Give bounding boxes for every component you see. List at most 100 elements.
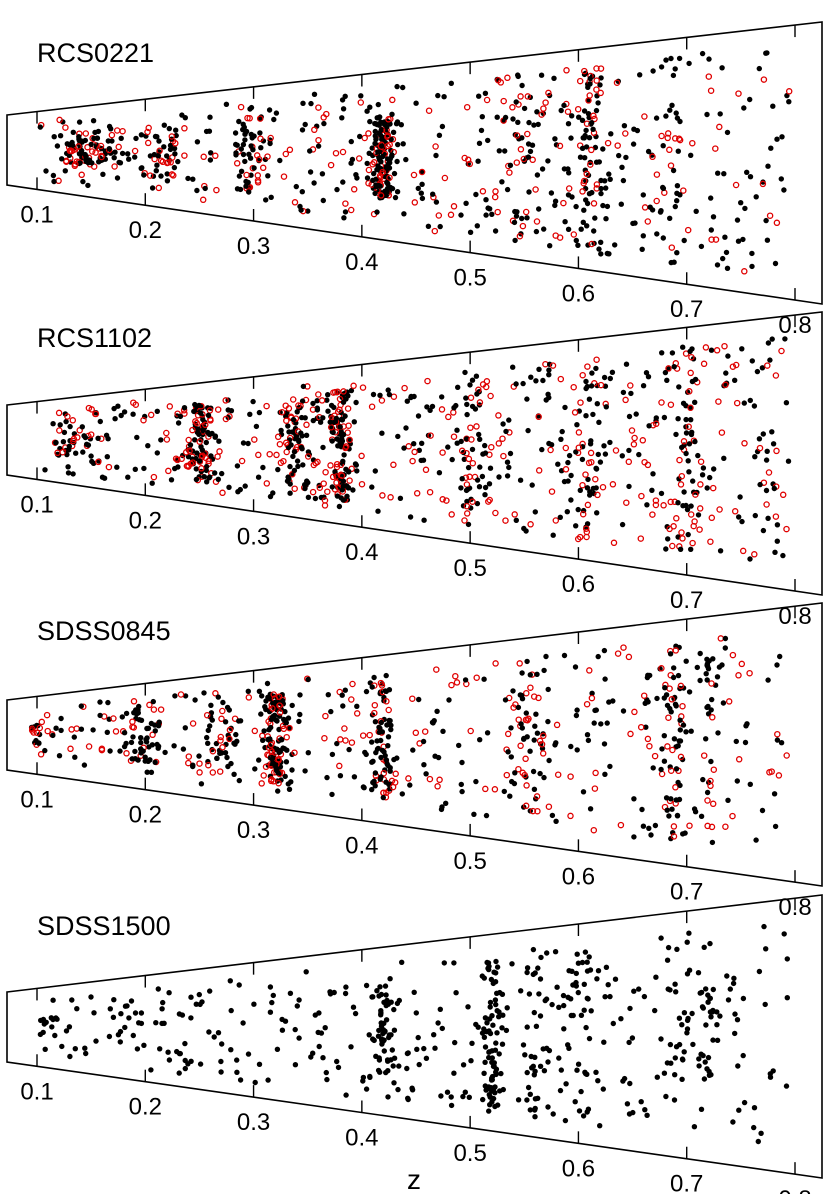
galaxy-point-filled — [561, 652, 568, 659]
galaxy-point-filled — [749, 358, 755, 364]
galaxy-point-filled — [720, 700, 727, 706]
tick-label: 0.5 — [453, 555, 486, 582]
galaxy-point-open — [95, 458, 102, 466]
galaxy-point-open — [198, 465, 205, 472]
panel-sdss0845: SDSS0845 0.10.20.30.40.50.60.70.8 — [6, 602, 823, 921]
galaxy-point-filled — [105, 699, 111, 706]
galaxy-point-filled — [307, 169, 314, 175]
galaxy-point-filled — [453, 990, 459, 996]
galaxy-point-filled — [413, 1010, 419, 1016]
galaxy-point-filled — [681, 489, 687, 495]
galaxy-point-open — [338, 472, 346, 479]
galaxy-point-filled — [246, 189, 252, 195]
galaxy-point-filled — [343, 984, 349, 990]
galaxy-point-filled — [245, 1051, 252, 1057]
galaxy-point-open — [216, 768, 224, 775]
galaxy-point-filled — [557, 1087, 564, 1094]
galaxy-point-filled — [708, 758, 714, 765]
galaxy-point-open — [689, 139, 696, 147]
galaxy-point-filled — [493, 1040, 499, 1046]
galaxy-point-filled — [515, 1097, 522, 1103]
galaxy-point-filled — [193, 466, 199, 472]
galaxy-point-filled — [465, 464, 472, 471]
galaxy-point-open — [43, 711, 51, 719]
galaxy-point-filled — [260, 737, 266, 743]
galaxy-point-filled — [509, 778, 515, 785]
galaxy-point-filled — [463, 436, 470, 442]
galaxy-point-filled — [482, 492, 488, 498]
galaxy-point-filled — [679, 1076, 685, 1083]
galaxy-point-open — [702, 344, 710, 351]
galaxy-point-filled — [623, 361, 630, 367]
galaxy-point-open — [327, 424, 335, 431]
galaxy-point-filled — [730, 1119, 736, 1125]
galaxy-point-filled — [496, 1009, 502, 1015]
galaxy-point-filled — [771, 485, 777, 492]
tick-label: 0.6 — [562, 571, 595, 598]
galaxy-point-filled — [606, 699, 612, 705]
galaxy-point-filled — [723, 249, 730, 256]
galaxy-point-filled — [545, 1059, 551, 1065]
galaxy-point-open — [320, 114, 327, 121]
galaxy-point-filled — [192, 437, 198, 443]
galaxy-point-filled — [710, 214, 717, 220]
galaxy-point-open — [677, 753, 685, 761]
galaxy-point-open — [712, 145, 719, 152]
galaxy-point-filled — [683, 658, 689, 664]
galaxy-point-filled — [50, 997, 56, 1003]
galaxy-point-filled — [521, 105, 528, 112]
galaxy-point-filled — [273, 110, 280, 116]
galaxy-point-filled — [388, 726, 394, 733]
galaxy-point-open — [443, 497, 450, 504]
galaxy-point-filled — [500, 1012, 506, 1018]
galaxy-point-filled — [508, 725, 514, 731]
galaxy-point-open — [680, 438, 688, 445]
galaxy-point-filled — [582, 949, 589, 955]
galaxy-point-open — [597, 65, 605, 72]
galaxy-point-filled — [298, 444, 305, 451]
galaxy-point-filled — [122, 1024, 128, 1031]
galaxy-point-filled — [587, 492, 593, 498]
tick-label: 0.6 — [562, 863, 595, 890]
galaxy-point-open — [461, 517, 468, 524]
galaxy-point-open — [119, 127, 126, 135]
galaxy-point-filled — [631, 796, 637, 802]
galaxy-point-open — [533, 793, 541, 800]
galaxy-point-filled — [677, 727, 683, 733]
galaxy-point-filled — [486, 481, 493, 487]
galaxy-point-open — [513, 159, 521, 166]
galaxy-point-filled — [566, 170, 572, 176]
galaxy-point-filled — [476, 484, 483, 490]
galaxy-point-filled — [334, 740, 340, 747]
galaxy-point-filled — [197, 1001, 203, 1008]
galaxy-point-filled — [573, 983, 579, 989]
galaxy-point-open — [218, 715, 225, 723]
galaxy-point-filled — [675, 416, 681, 422]
galaxy-point-open — [738, 660, 746, 668]
galaxy-point-open — [637, 535, 645, 542]
galaxy-point-filled — [476, 93, 482, 99]
tick-label: 0.1 — [20, 201, 53, 228]
galaxy-point-filled — [444, 1089, 451, 1095]
galaxy-point-open — [535, 467, 543, 474]
galaxy-point-filled — [419, 181, 425, 187]
galaxy-point-filled — [319, 171, 326, 177]
galaxy-point-open — [466, 473, 473, 481]
galaxy-point-open — [226, 735, 233, 743]
galaxy-point-filled — [565, 994, 571, 1000]
galaxy-point-open — [593, 86, 600, 93]
galaxy-point-open — [519, 222, 527, 230]
tick-label: 0.7 — [670, 1171, 703, 1194]
galaxy-point-open — [583, 700, 591, 708]
galaxy-point-filled — [707, 1009, 714, 1015]
galaxy-point-filled — [381, 1048, 387, 1054]
galaxy-point-filled — [247, 155, 254, 161]
galaxy-point-filled — [512, 237, 518, 244]
galaxy-point-filled — [739, 346, 745, 352]
galaxy-point-open — [548, 488, 556, 495]
galaxy-point-filled — [518, 988, 524, 994]
galaxy-point-filled — [767, 1074, 774, 1080]
galaxy-point-filled — [65, 464, 71, 470]
galaxy-point-filled — [231, 771, 237, 777]
galaxy-point-filled — [176, 1070, 182, 1076]
